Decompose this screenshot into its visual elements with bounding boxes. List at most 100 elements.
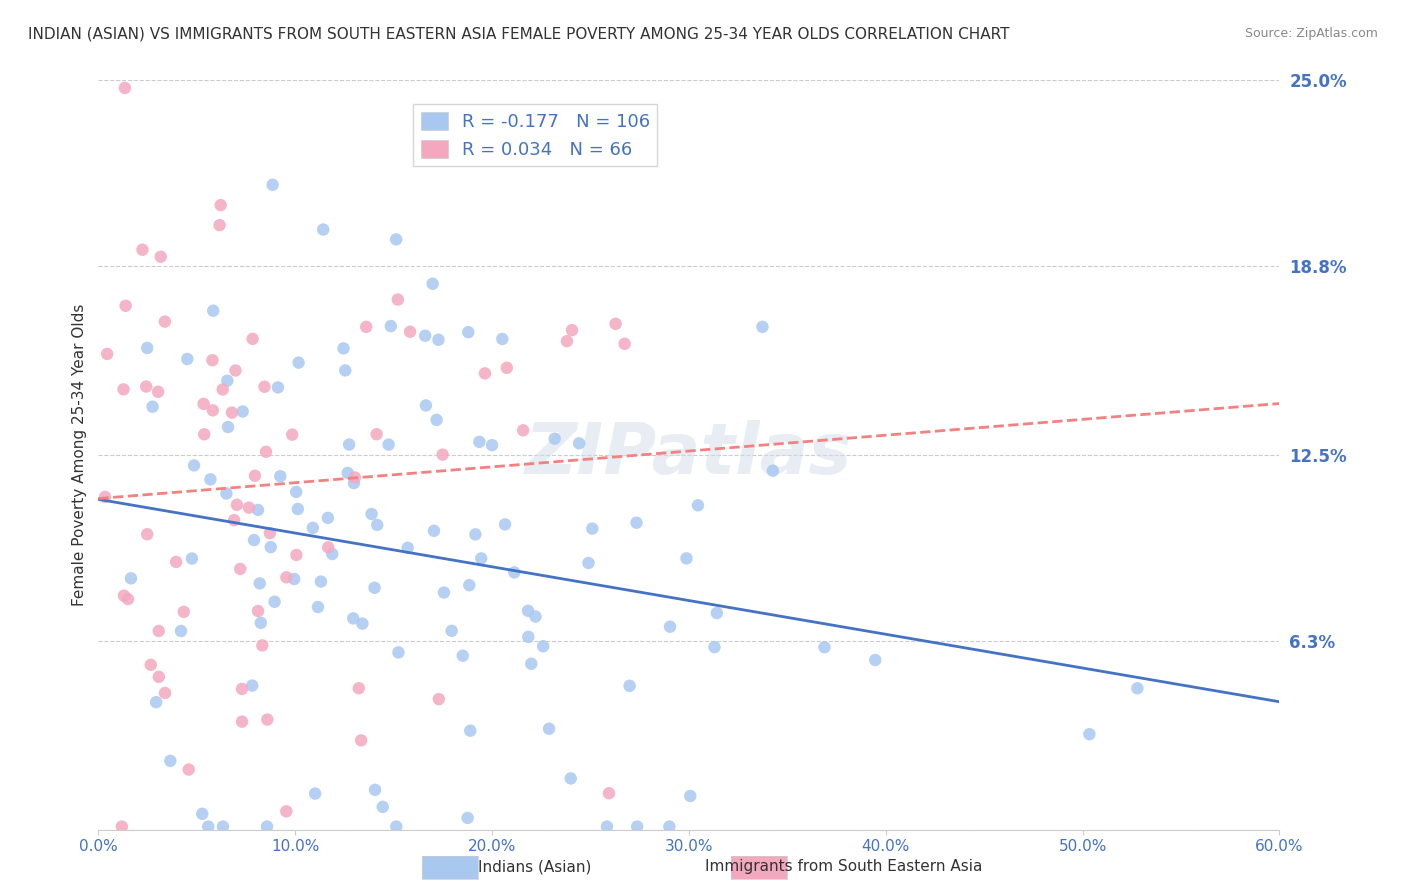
- Point: [337, 437, 360, 451]
- Point: [605, 317, 627, 331]
- Point: [231, 681, 253, 696]
- Point: [136, 341, 159, 355]
- Point: [211, 383, 233, 397]
- Point: [457, 811, 479, 825]
- Point: [243, 468, 266, 483]
- Point: [751, 319, 773, 334]
- Point: [686, 498, 709, 512]
- Point: [350, 733, 373, 747]
- Point: [177, 763, 200, 777]
- Point: [342, 611, 364, 625]
- Point: [316, 541, 339, 555]
- Point: [385, 232, 408, 246]
- Point: [153, 686, 176, 700]
- Point: [217, 420, 239, 434]
- Point: [96, 347, 118, 361]
- Point: [1126, 681, 1149, 696]
- Point: [422, 277, 444, 291]
- Point: [191, 806, 214, 821]
- Point: [232, 404, 254, 418]
- Point: [336, 466, 359, 480]
- Point: [413, 328, 436, 343]
- Point: [470, 551, 492, 566]
- Point: [468, 434, 491, 449]
- Point: [426, 413, 449, 427]
- Point: [366, 517, 388, 532]
- Point: [432, 448, 454, 462]
- Point: [269, 469, 291, 483]
- Point: [520, 657, 543, 671]
- Point: [224, 513, 246, 527]
- Point: [503, 566, 526, 580]
- Point: [524, 609, 547, 624]
- Point: [481, 438, 503, 452]
- Point: [253, 380, 276, 394]
- Point: [193, 427, 215, 442]
- Point: [139, 657, 162, 672]
- Point: [354, 319, 377, 334]
- Point: [544, 432, 567, 446]
- Point: [440, 624, 463, 638]
- Point: [193, 397, 215, 411]
- Point: [568, 436, 591, 450]
- Point: [111, 820, 134, 834]
- Point: [209, 198, 232, 212]
- Point: [494, 517, 516, 532]
- Point: [679, 789, 702, 803]
- Point: [335, 363, 357, 377]
- Point: [267, 380, 290, 394]
- Point: [136, 527, 159, 541]
- Point: [149, 250, 172, 264]
- Point: [703, 640, 725, 654]
- Point: [377, 437, 399, 451]
- Point: [224, 363, 246, 377]
- Text: Immigrants from South Eastern Asia: Immigrants from South Eastern Asia: [704, 859, 983, 874]
- Point: [283, 572, 305, 586]
- Point: [659, 620, 682, 634]
- Point: [301, 521, 323, 535]
- Point: [117, 592, 139, 607]
- Point: [385, 820, 408, 834]
- Point: [517, 604, 540, 618]
- Point: [399, 325, 422, 339]
- Point: [285, 484, 308, 499]
- Point: [276, 570, 298, 584]
- Point: [316, 511, 339, 525]
- Point: [215, 486, 238, 500]
- Text: ZIPatlas: ZIPatlas: [526, 420, 852, 490]
- Point: [458, 578, 481, 592]
- Point: [208, 218, 231, 232]
- Point: [249, 615, 271, 630]
- Point: [120, 571, 142, 585]
- Point: [226, 498, 249, 512]
- Point: [531, 639, 554, 653]
- Text: Source: ZipAtlas.com: Source: ZipAtlas.com: [1244, 27, 1378, 40]
- Point: [762, 464, 785, 478]
- Point: [321, 547, 343, 561]
- Point: [240, 679, 263, 693]
- Point: [183, 458, 205, 473]
- Legend: R = -0.177   N = 106, R = 0.034   N = 66: R = -0.177 N = 106, R = 0.034 N = 66: [413, 104, 658, 167]
- Point: [148, 670, 170, 684]
- Point: [112, 382, 135, 396]
- Point: [464, 527, 486, 541]
- Point: [231, 714, 253, 729]
- Point: [458, 723, 481, 738]
- Point: [238, 500, 260, 515]
- Point: [285, 548, 308, 562]
- Point: [165, 555, 187, 569]
- Point: [173, 605, 195, 619]
- Point: [427, 692, 450, 706]
- Point: [197, 820, 219, 834]
- Point: [626, 516, 648, 530]
- Point: [451, 648, 474, 663]
- Point: [281, 427, 304, 442]
- Point: [396, 541, 419, 555]
- Point: [675, 551, 697, 566]
- Point: [366, 427, 388, 442]
- Point: [596, 820, 619, 834]
- Point: [181, 551, 204, 566]
- Point: [433, 585, 456, 599]
- Point: [581, 522, 603, 536]
- Point: [495, 360, 517, 375]
